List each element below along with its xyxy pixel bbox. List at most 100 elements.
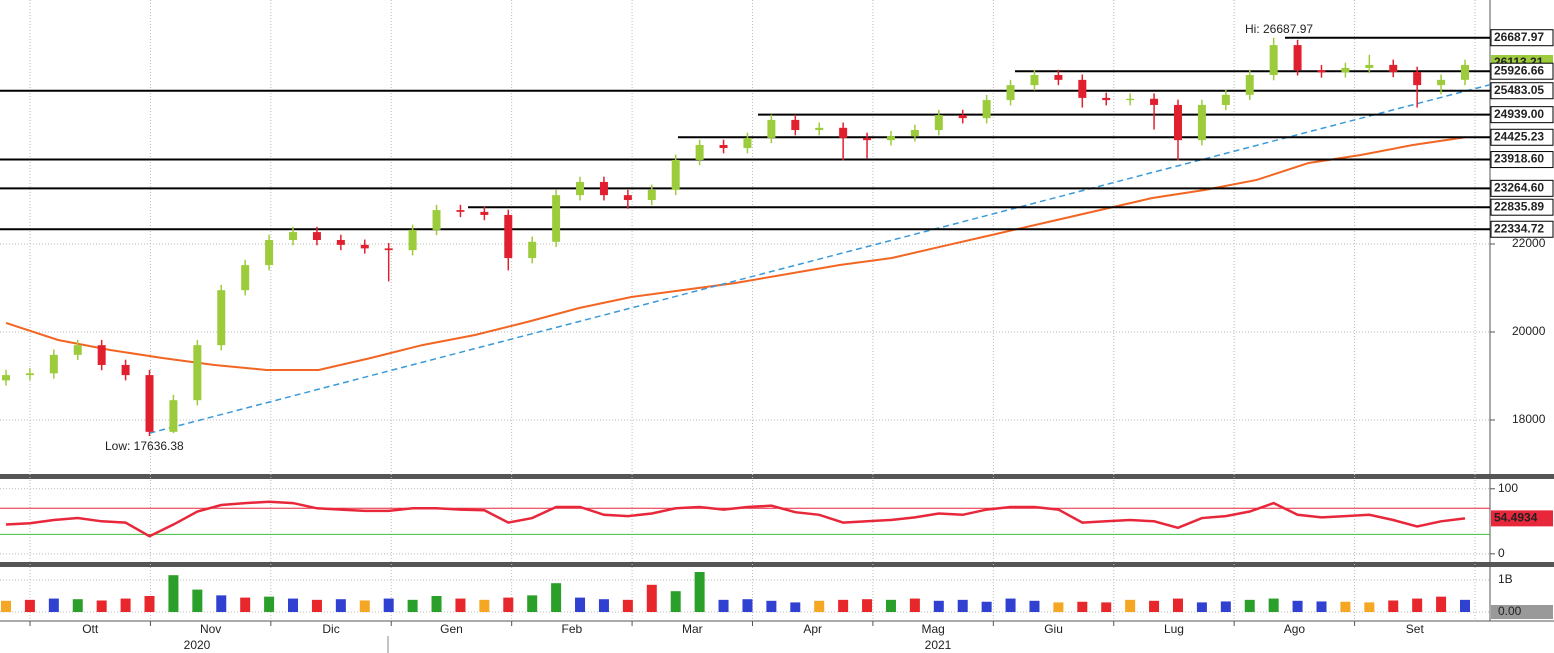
volume-bar: [957, 599, 968, 612]
y-tick-label: 0.00: [1498, 604, 1522, 618]
candle-body: [1102, 97, 1111, 101]
candle-body: [528, 241, 537, 259]
candle-body: [1078, 79, 1087, 98]
level-label: 22334.72: [1494, 221, 1544, 235]
volume-bar: [168, 575, 179, 612]
volume-bar: [1, 600, 11, 612]
volume-bar: [1412, 598, 1423, 612]
volume-bar: [814, 600, 825, 612]
x-tick-label: Lug: [1164, 622, 1184, 636]
x-tick-label: Apr: [803, 622, 822, 636]
candle-body: [1389, 64, 1398, 72]
candle-body: [647, 189, 656, 200]
candle-body: [336, 240, 345, 245]
candle-body: [910, 130, 919, 137]
candle-body: [1317, 70, 1326, 73]
zero-label-box: [1491, 605, 1553, 619]
x-group-label: 2020: [184, 638, 211, 652]
panel-separator: [0, 474, 1554, 479]
volume-bar: [407, 599, 418, 612]
volume-bar: [1388, 600, 1399, 612]
candle-body: [1173, 104, 1182, 141]
moving-average: [5, 136, 1466, 371]
candle-body: [671, 159, 680, 190]
volume-bar: [1149, 600, 1160, 612]
candle-body: [49, 354, 58, 374]
candle-body: [432, 210, 441, 230]
candle-body: [1413, 71, 1422, 86]
volume-bar: [1364, 602, 1375, 612]
level-label-box: [1490, 198, 1554, 216]
candle-body: [815, 127, 824, 131]
candle-body: [1030, 75, 1039, 86]
candle-body: [767, 119, 776, 138]
high-annotation: Hi: 26687.97: [1245, 22, 1313, 36]
volume-bar: [1292, 600, 1303, 612]
candle-body: [73, 345, 82, 355]
candle-body: [958, 115, 967, 119]
volume-bar: [766, 600, 777, 612]
candle-body: [1437, 79, 1446, 86]
volume-bar: [598, 599, 609, 612]
candle-body: [863, 137, 872, 141]
candle-body: [552, 195, 561, 242]
level-label-box: [1490, 106, 1554, 124]
level-label: 24425.23: [1494, 129, 1544, 143]
level-label: 24939.00: [1494, 107, 1544, 121]
candle-body: [623, 195, 632, 200]
x-tick-label: Set: [1406, 622, 1425, 636]
candle-body: [839, 127, 848, 138]
candle-body: [25, 373, 34, 376]
volume-bar: [240, 597, 251, 612]
candle-body: [265, 240, 274, 266]
volume-bar: [909, 598, 920, 612]
x-tick-label: Mag: [921, 622, 944, 636]
volume-bar: [1316, 601, 1327, 612]
volume-bar: [48, 598, 59, 612]
volume-bar: [1196, 602, 1207, 612]
volume-bar: [479, 599, 490, 612]
y-tick-label: 18000: [1512, 412, 1546, 426]
candle-body: [384, 248, 393, 251]
volume-bar: [575, 597, 586, 612]
volume-bar: [288, 598, 299, 612]
x-tick-label: Gen: [440, 622, 463, 636]
candle-body: [1006, 85, 1015, 101]
volume-bar: [933, 600, 944, 612]
y-tick-label: 0: [1498, 546, 1505, 560]
candle-body: [886, 136, 895, 141]
x-group-label: 2021: [925, 638, 952, 652]
candle-body: [408, 229, 417, 251]
candle-body: [193, 345, 202, 401]
candle-body: [241, 265, 250, 291]
candle-body: [982, 100, 991, 119]
volume-bar: [742, 599, 753, 612]
volume-bar: [1125, 599, 1136, 612]
candle-body: [743, 137, 752, 149]
candle-body: [1293, 45, 1302, 71]
level-label: 25926.66: [1494, 63, 1544, 77]
trendline: [149, 83, 1491, 434]
volume-bar: [264, 596, 275, 612]
candle-body: [1365, 64, 1374, 68]
volume-bar: [383, 598, 394, 612]
candle-body: [1221, 94, 1230, 105]
rsi-line: [5, 500, 1466, 538]
candle-body: [1245, 75, 1254, 95]
volume-bar: [718, 599, 729, 612]
volume-bar: [1053, 602, 1064, 612]
last-value-label: 54.4934: [1494, 511, 1538, 525]
level-label-box: [1490, 62, 1554, 80]
x-tick-label: Mar: [682, 622, 703, 636]
volume-bar: [646, 584, 657, 612]
volume-bar: [1220, 601, 1231, 612]
volume-bar: [1340, 601, 1351, 612]
candle-body: [1341, 67, 1350, 73]
candle-body: [504, 214, 513, 259]
volume-bar: [216, 595, 227, 612]
volume-bar: [359, 600, 370, 612]
candle-body: [719, 144, 728, 149]
level-label: 26687.97: [1494, 30, 1544, 44]
